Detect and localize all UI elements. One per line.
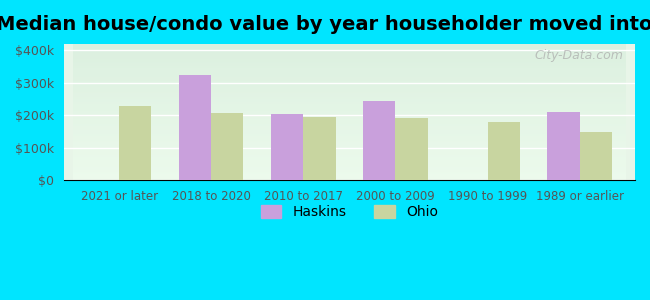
Bar bbox=[211, 113, 244, 180]
Bar bbox=[271, 114, 304, 180]
Bar bbox=[304, 117, 335, 180]
Bar bbox=[547, 112, 580, 180]
Bar bbox=[395, 118, 428, 180]
Legend: Haskins, Ohio: Haskins, Ohio bbox=[255, 200, 444, 225]
Bar bbox=[580, 132, 612, 180]
Title: Median house/condo value by year householder moved into unit: Median house/condo value by year househo… bbox=[0, 15, 650, 34]
Bar bbox=[488, 122, 520, 180]
Bar bbox=[363, 101, 395, 180]
Text: City-Data.com: City-Data.com bbox=[535, 49, 623, 62]
Bar bbox=[119, 106, 151, 180]
Bar bbox=[179, 75, 211, 180]
